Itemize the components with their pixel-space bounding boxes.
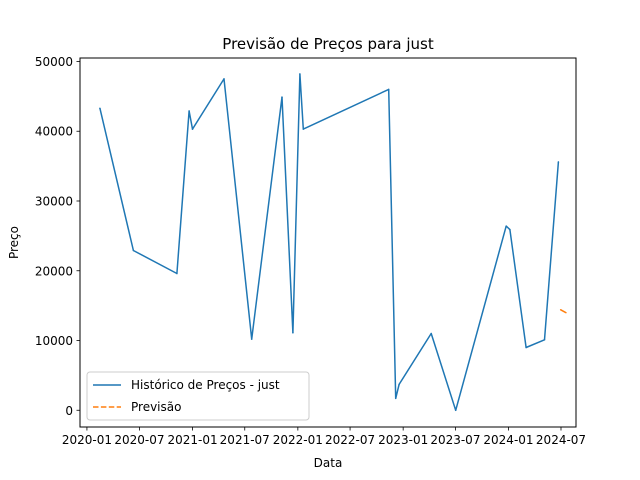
chart-title: Previsão de Preços para just [222,35,434,53]
data-point-0-6 [250,338,253,340]
data-point-0-0 [99,107,101,109]
data-point-0-5 [223,78,225,80]
plot-frame [79,57,577,428]
data-point-0-19 [543,339,546,341]
y-tick-label-0: 0 [65,404,73,418]
x-axis: 2020-01 2020-07 2021-01 2021-07 2022-01 2022-… [62,427,586,447]
x-tick-label-6: 2023-01 [378,433,428,447]
data-point-0-17 [509,228,511,231]
data-point-0-4 [191,128,194,130]
data-point-0-13 [398,383,400,386]
series-line-0 [99,73,560,412]
series-line-1 [560,309,567,314]
x-tick-label-7: 2023-07 [430,433,480,447]
data-point-0-2 [176,272,178,275]
legend-label-history: Histórico de Preços - just [131,378,280,392]
x-axis-label: Data [314,456,343,470]
x-tick-label-2: 2021-01 [167,433,217,447]
x-tick-label-9: 2024-07 [536,433,586,447]
data-point-0-14 [430,332,432,335]
legend-label-forecast: Previsão [131,400,181,414]
data-point-0-12 [394,397,397,400]
y-tick-label-3: 30000 [35,194,73,208]
x-tick-label-8: 2024-01 [483,433,533,447]
y-tick-label-4: 40000 [35,125,73,139]
x-tick-label-5: 2022-07 [325,433,375,447]
data-point-0-1 [132,249,135,252]
data-point-0-18 [525,346,527,349]
y-tick-label-5: 50000 [35,55,73,69]
x-tick-label-3: 2021-07 [220,433,270,447]
legend: Histórico de Preços - just Previsão [86,371,310,421]
data-point-0-20 [557,161,560,163]
data-point-0-10 [302,128,305,130]
y-axis-label: Preço [7,226,21,259]
data-point-0-16 [505,225,507,227]
data-point-1-0 [559,309,562,311]
y-axis: 0 10000 20000 30000 40000 50000 [35,55,80,418]
legend-frame [86,371,310,421]
plot-area [99,73,567,412]
data-point-0-3 [188,110,190,112]
y-tick-label-1: 10000 [35,334,73,348]
data-point-0-7 [281,96,283,98]
data-point-0-9 [299,73,301,75]
y-tick-label-2: 20000 [35,264,73,278]
x-tick-label-1: 2020-07 [114,433,164,447]
data-point-0-8 [292,332,294,334]
data-point-0-11 [387,88,390,91]
data-point-0-15 [454,409,457,412]
data-point-1-1 [565,311,567,314]
x-tick-label-0: 2020-01 [62,433,112,447]
x-tick-label-4: 2022-01 [273,433,323,447]
